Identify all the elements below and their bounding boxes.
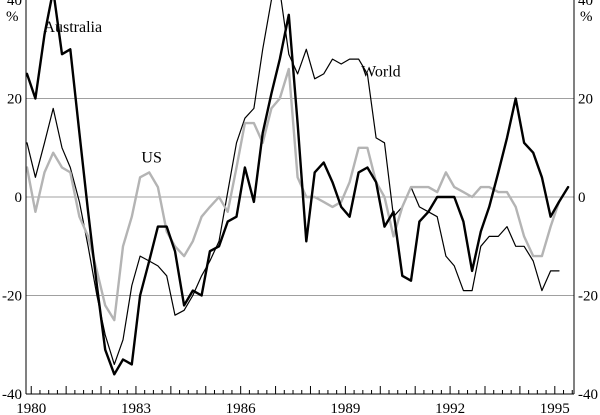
y-tick-label-left: 20 — [7, 92, 22, 108]
y-unit-left: % — [6, 9, 19, 25]
y-tick-label-right: 0 — [578, 190, 586, 206]
series-lines — [25, 0, 570, 376]
y-unit-right: % — [580, 9, 593, 25]
us-line — [25, 67, 561, 322]
series-label-australia: Australia — [43, 19, 102, 36]
x-tick-label: 1992 — [435, 401, 465, 415]
y-tick-label-right: 40 — [578, 0, 593, 9]
series-label-us: US — [141, 150, 161, 167]
x-tick-label: 1983 — [121, 401, 151, 415]
series-labels: World US Australia — [43, 19, 400, 167]
australia-line — [25, 0, 570, 376]
x-tick-label: 1989 — [330, 401, 360, 415]
y-tick-label-right: -20 — [578, 289, 598, 305]
x-tick-label: 1995 — [540, 401, 570, 415]
axis-ticks — [30, 386, 573, 394]
series-label-world: World — [361, 63, 401, 80]
x-tick-label: 1980 — [16, 401, 46, 415]
y-tick-label-left: 40 — [7, 0, 22, 9]
plot-frame — [25, 0, 575, 395]
y-tick-label-left: 0 — [15, 190, 23, 206]
y-tick-label-right: -40 — [578, 387, 598, 403]
x-tick-label: 1986 — [226, 401, 257, 415]
y-tick-label-right: 20 — [578, 92, 593, 108]
y-tick-label-left: -20 — [2, 289, 22, 305]
y-tick-label-left: -40 — [2, 387, 22, 403]
